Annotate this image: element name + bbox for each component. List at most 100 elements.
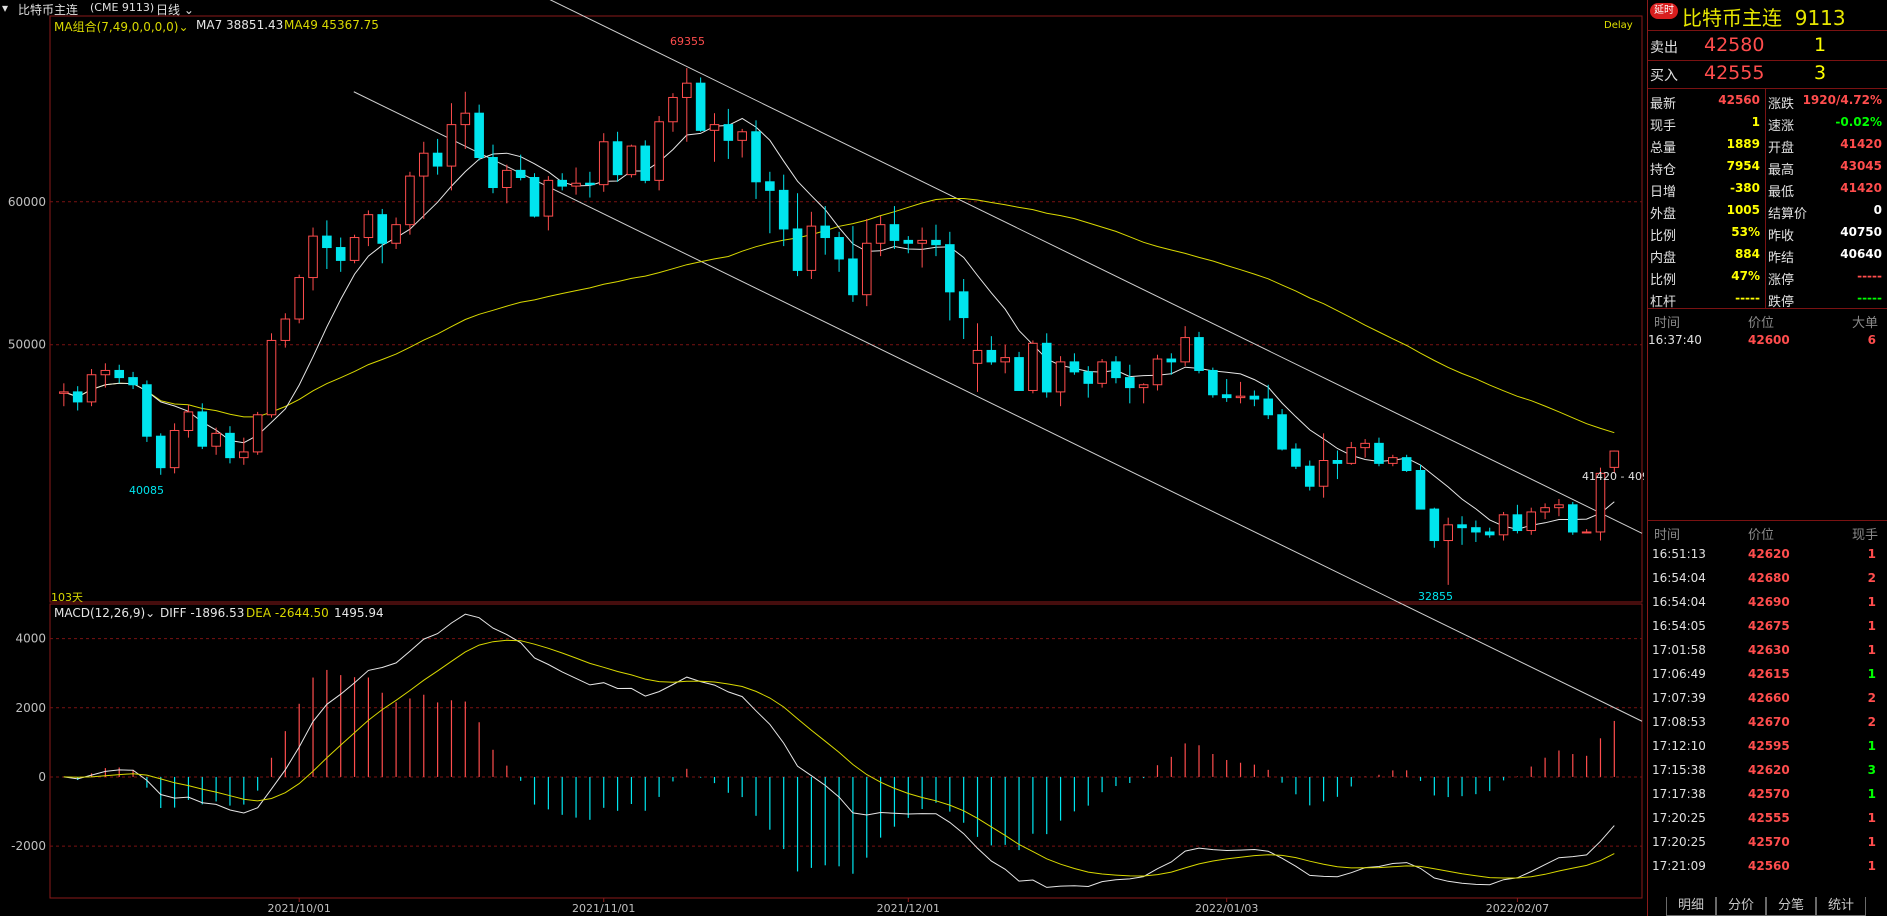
stat-row: 内盘 884 昨结 40640: [1648, 244, 1887, 266]
tick-row[interactable]: 17:21:09 42560 1: [1648, 857, 1887, 879]
tick-time: 17:17:38: [1652, 787, 1706, 801]
stat-value: -0.02%: [1835, 115, 1882, 129]
candle-body: [197, 411, 208, 447]
candle-body: [1540, 507, 1550, 513]
tick-row[interactable]: 17:06:49 42615 1: [1648, 665, 1887, 687]
tick-price: 42615: [1748, 667, 1790, 681]
tick-row[interactable]: 16:54:05 42675 1: [1648, 617, 1887, 639]
tab-tick-split[interactable]: 分笔: [1766, 897, 1816, 916]
main-indicator-selector[interactable]: MA组合(7,49,0,0,0,0)⌄: [54, 18, 189, 35]
tab-price-split[interactable]: 分价: [1716, 897, 1766, 916]
candle-body: [1028, 342, 1038, 391]
tab-detail[interactable]: 明细: [1666, 897, 1716, 916]
x-tick-label: 2021/11/01: [572, 902, 635, 915]
period-selector[interactable]: 日线 ⌄: [156, 1, 194, 18]
candle-body: [169, 429, 180, 469]
candle-body: [1471, 527, 1481, 533]
menu-chevron-icon[interactable]: ▾: [2, 1, 9, 15]
tab-statistics[interactable]: 统计: [1816, 897, 1866, 916]
candle-body: [1249, 395, 1260, 400]
tick-time: 17:01:58: [1652, 643, 1706, 657]
stat-value: 53%: [1731, 225, 1760, 239]
candle-body: [225, 432, 235, 459]
candle-body: [709, 124, 720, 131]
tick-row[interactable]: 17:15:38 42620 3: [1648, 761, 1887, 783]
ma7-value: 38851.43: [226, 18, 284, 32]
stat-value: 47%: [1731, 269, 1760, 283]
candle-body: [640, 145, 651, 181]
x-tick-label: 2021/10/01: [267, 902, 330, 915]
candle-body: [1512, 514, 1523, 532]
candle-body: [751, 131, 761, 183]
stat-value: -----: [1857, 269, 1882, 283]
macd-indicator-selector[interactable]: MACD(12,26,9)⌄: [54, 606, 155, 620]
instrument-title: 比特币主连: [18, 3, 79, 17]
candle-body: [958, 291, 969, 319]
candle-body: [1097, 361, 1107, 384]
candle-body: [1180, 337, 1190, 363]
tick-row[interactable]: 17:17:38 42570 1: [1648, 785, 1887, 807]
tick-row[interactable]: 17:20:25 42555 1: [1648, 809, 1887, 831]
candle-body: [363, 214, 374, 239]
tick-time: 17:21:09: [1652, 859, 1706, 873]
tick-row[interactable]: 16:54:04 42690 1: [1648, 593, 1887, 615]
candle-body: [848, 258, 858, 296]
ma7-legend: MA7 38851.43: [196, 18, 283, 32]
tick-price: 42570: [1748, 835, 1790, 849]
tick-time: 16:54:04: [1652, 595, 1706, 609]
candle-body: [1332, 460, 1343, 464]
tick-row[interactable]: 17:12:10 42595 1: [1648, 737, 1887, 759]
candle-body: [1208, 369, 1218, 396]
tick-row[interactable]: 17:20:25 42570 1: [1648, 833, 1887, 855]
tick-row[interactable]: 17:07:39 42660 2: [1648, 689, 1887, 711]
tick-time: 17:20:25: [1652, 811, 1706, 825]
big-order-row[interactable]: 16:37:40 42600 6: [1648, 332, 1887, 352]
low-price-label-left: 40085: [129, 484, 164, 497]
stat-value: 40750: [1840, 225, 1882, 239]
tick-qty: 2: [1867, 571, 1876, 585]
ma49-legend: MA49 45367.75: [284, 18, 379, 32]
candle-body: [432, 152, 443, 167]
candle-body: [1194, 337, 1204, 371]
stat-label: 最高: [1768, 163, 1795, 178]
main-pane-frame: [49, 15, 1643, 603]
tick-row[interactable]: 17:01:58 42630 1: [1648, 641, 1887, 663]
candle-body: [59, 391, 69, 394]
macd-value: 1495.94: [334, 606, 384, 620]
tick-price: 42630: [1748, 643, 1790, 657]
stat-value: 1920/4.72%: [1802, 93, 1882, 107]
candle-body: [737, 131, 747, 141]
candle-body: [418, 152, 429, 177]
big-order-header: 时间 价位 大单: [1648, 312, 1887, 331]
candle-body: [1484, 531, 1495, 536]
candle-body: [446, 124, 457, 167]
header-time: 时间: [1654, 316, 1681, 331]
ma49-value: 45367.75: [321, 18, 379, 32]
delay-badge: Delay: [1604, 20, 1633, 31]
candle-body: [571, 182, 581, 187]
tick-row[interactable]: 17:08:53 42670 2: [1648, 713, 1887, 735]
kline-chart[interactable]: 60000 50000 4000 2000 0 -2000 2021/10/01 2021/1…: [0, 0, 1645, 916]
tick-qty: 1: [1867, 643, 1876, 657]
diff-value: -1896.53: [190, 606, 245, 620]
tick-row[interactable]: 16:51:13 42620 1: [1648, 545, 1887, 567]
candle-body: [308, 235, 318, 279]
candle-body: [903, 239, 914, 244]
bid-row[interactable]: 买入 42555 3: [1648, 62, 1887, 86]
tick-row[interactable]: 16:54:04 42680 2: [1648, 569, 1887, 591]
x-tick-label: 2022/01/03: [1195, 902, 1258, 915]
stat-value: 43045: [1840, 159, 1882, 173]
ask-row[interactable]: 卖出 42580 1: [1648, 34, 1887, 58]
candle-body: [1609, 450, 1620, 468]
stat-value: 1: [1751, 115, 1760, 129]
quote-code: 9113: [1794, 6, 1846, 30]
candle-body: [460, 112, 471, 126]
candle-body: [1166, 358, 1177, 363]
candle-body: [1263, 398, 1274, 416]
tick-qty: 1: [1867, 739, 1876, 753]
candle-body: [529, 177, 540, 217]
stat-label: 最新: [1650, 97, 1677, 112]
candle-body: [792, 228, 803, 271]
stat-row: 最新 42560 涨跌 1920/4.72%: [1648, 90, 1887, 112]
candle-body: [294, 277, 304, 320]
